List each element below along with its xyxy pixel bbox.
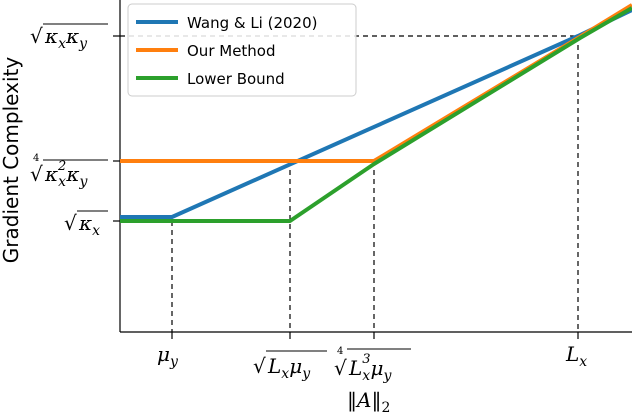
svg-text:Lx3μy: Lx3μy <box>348 352 392 384</box>
series-line-lower-bound <box>120 6 632 223</box>
svg-text:√: √ <box>30 162 43 186</box>
x-tick-label-muy: μy <box>157 342 179 370</box>
x-tick-label-fourth-root: 4 √ Lx3μy <box>334 346 411 384</box>
svg-text:4: 4 <box>33 153 39 164</box>
svg-text:√: √ <box>64 211 77 235</box>
svg-text:√: √ <box>30 24 43 48</box>
x-tick-label-norm-a: ‖A‖2 <box>347 388 390 414</box>
svg-text:κx: κx <box>78 211 100 239</box>
x-tick-label-sqrt-lx-muy: √ Lxμy <box>253 350 327 382</box>
legend-label-our-method: Our Method <box>187 42 276 60</box>
svg-text:μy: μy <box>157 342 179 370</box>
svg-text:4: 4 <box>337 346 343 357</box>
y-axis-title: Gradient Complexity <box>0 57 23 264</box>
svg-text:Lx: Lx <box>565 342 587 370</box>
svg-text:√: √ <box>334 356 347 380</box>
legend-box <box>127 3 357 97</box>
y-tick-label-fourth-root: 4 √ κx2κy <box>30 153 108 190</box>
svg-text:κx2κy: κx2κy <box>44 159 88 190</box>
svg-text:Lxμy: Lxμy <box>267 354 311 382</box>
svg-text:‖A‖2: ‖A‖2 <box>347 388 390 414</box>
x-tick-label-lx: Lx <box>565 342 587 370</box>
legend: Wang & Li (2020) Our Method Lower Bound <box>127 3 357 97</box>
legend-label-wang-li: Wang & Li (2020) <box>187 14 318 32</box>
y-tick-label-sqrt-kxky: √ κxκy <box>30 23 108 52</box>
svg-text:√: √ <box>253 354 266 378</box>
y-tick-label-sqrt-kx: √ κx <box>64 210 108 239</box>
svg-text:κxκy: κxκy <box>44 24 88 52</box>
legend-label-lower-bound: Lower Bound <box>187 70 285 88</box>
